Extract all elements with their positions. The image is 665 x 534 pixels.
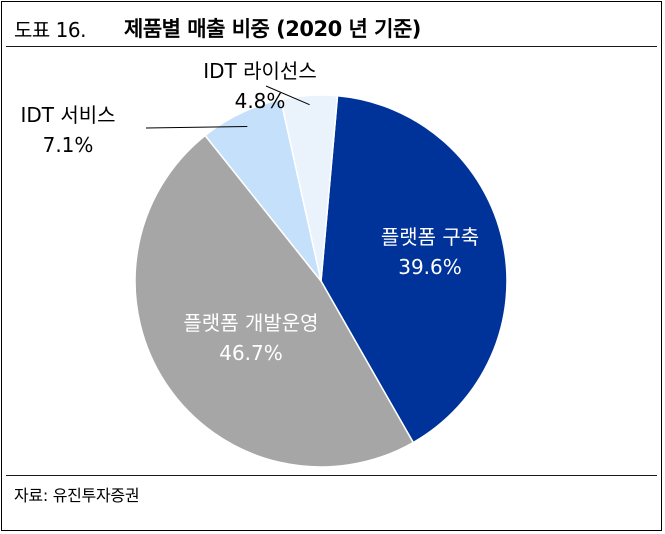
slice-value-label-3: 4.8% — [235, 89, 286, 113]
pie-slice-0 — [320, 94, 508, 444]
slice-value-label-2: 7.1% — [43, 133, 94, 157]
leader-line-3 — [265, 85, 310, 106]
figure-header: 도표 16. 제품별 매출 비중 (2020 년 기준) — [14, 10, 421, 46]
slice-label-2: IDT 서비스 — [20, 103, 115, 127]
pie-slice-1 — [134, 134, 415, 468]
source-note: 자료: 유진투자증권 — [14, 486, 140, 505]
footer-divider — [6, 475, 657, 476]
slice-label-0: 플랫폼 구축 — [381, 225, 479, 249]
pie-slice-3 — [279, 94, 339, 282]
figure-label: 도표 16. — [14, 17, 86, 42]
slice-value-label-1: 46.7% — [219, 341, 283, 365]
leader-line-2 — [145, 126, 248, 129]
slice-label-1: 플랫폼 개발운영 — [183, 311, 318, 335]
chart-title: 제품별 매출 비중 (2020 년 기준) — [124, 17, 421, 41]
slice-label-3: IDT 라이선스 — [203, 59, 316, 83]
slice-value-label-0: 39.6% — [398, 255, 462, 279]
header-divider — [6, 46, 657, 47]
